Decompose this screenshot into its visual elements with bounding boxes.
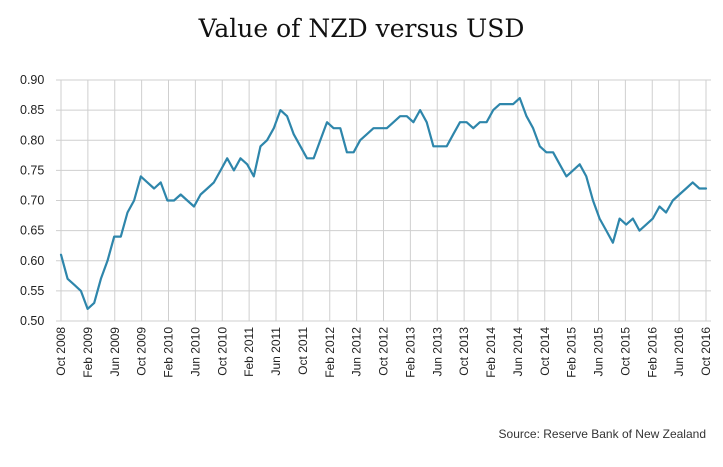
x-tick-label: Feb 2011	[242, 327, 256, 377]
x-tick-label: Oct 2009	[135, 327, 149, 376]
y-tick-label: 0.85	[20, 103, 44, 117]
gridlines	[56, 79, 711, 322]
y-tick-label: 0.65	[20, 224, 44, 238]
x-tick-label: Feb 2009	[81, 327, 95, 378]
x-tick-label: Feb 2014	[484, 327, 498, 378]
x-tick-label: Jun 2010	[188, 327, 202, 377]
x-tick-label: Jun 2015	[592, 327, 606, 377]
x-tick-label: Jun 2009	[108, 327, 122, 377]
y-tick-label: 0.80	[20, 133, 44, 147]
x-tick-label: Jun 2014	[511, 327, 525, 377]
y-axis-ticks: 0.90 0.85 0.80 0.75 0.70 0.65 0.60 0.55 0.50	[20, 73, 44, 328]
y-tick-label: 0.70	[20, 194, 44, 208]
y-tick-label: 0.50	[20, 314, 44, 328]
x-tick-label: Oct 2014	[538, 327, 552, 376]
x-axis-ticks: Oct 2008 Feb 2009 Jun 2009 Oct 2009 Feb 2010…	[54, 327, 713, 378]
y-tick-label: 0.75	[20, 163, 44, 177]
x-tick-label: Oct 2011	[296, 327, 310, 375]
x-tick-label: Jun 2013	[430, 327, 444, 377]
x-tick-label: Jun 2016	[672, 327, 686, 377]
y-tick-label: 0.55	[20, 284, 44, 298]
x-tick-label: Feb 2012	[323, 327, 337, 378]
source-note: Source: Reserve Bank of New Zealand	[498, 427, 706, 441]
x-tick-label: Feb 2016	[645, 327, 659, 378]
x-tick-label: Oct 2013	[457, 327, 471, 376]
x-tick-label: Oct 2016	[699, 327, 713, 376]
series-layer	[59, 96, 708, 310]
x-tick-label: Jun 2011	[269, 327, 283, 376]
y-tick-label: 0.90	[20, 73, 44, 87]
x-tick-label: Oct 2008	[54, 327, 68, 376]
y-tick-label: 0.60	[20, 254, 44, 268]
x-tick-label: Feb 2015	[565, 327, 579, 378]
x-tick-label: Oct 2010	[215, 327, 229, 376]
series-line	[59, 96, 708, 310]
x-tick-label: Feb 2010	[162, 327, 176, 378]
x-tick-label: Jun 2012	[350, 327, 364, 377]
x-tick-label: Feb 2013	[403, 327, 417, 378]
x-tick-label: Oct 2015	[618, 327, 632, 376]
chart-title: Value of NZD versus USD	[198, 14, 525, 43]
x-tick-label: Oct 2012	[377, 327, 391, 376]
